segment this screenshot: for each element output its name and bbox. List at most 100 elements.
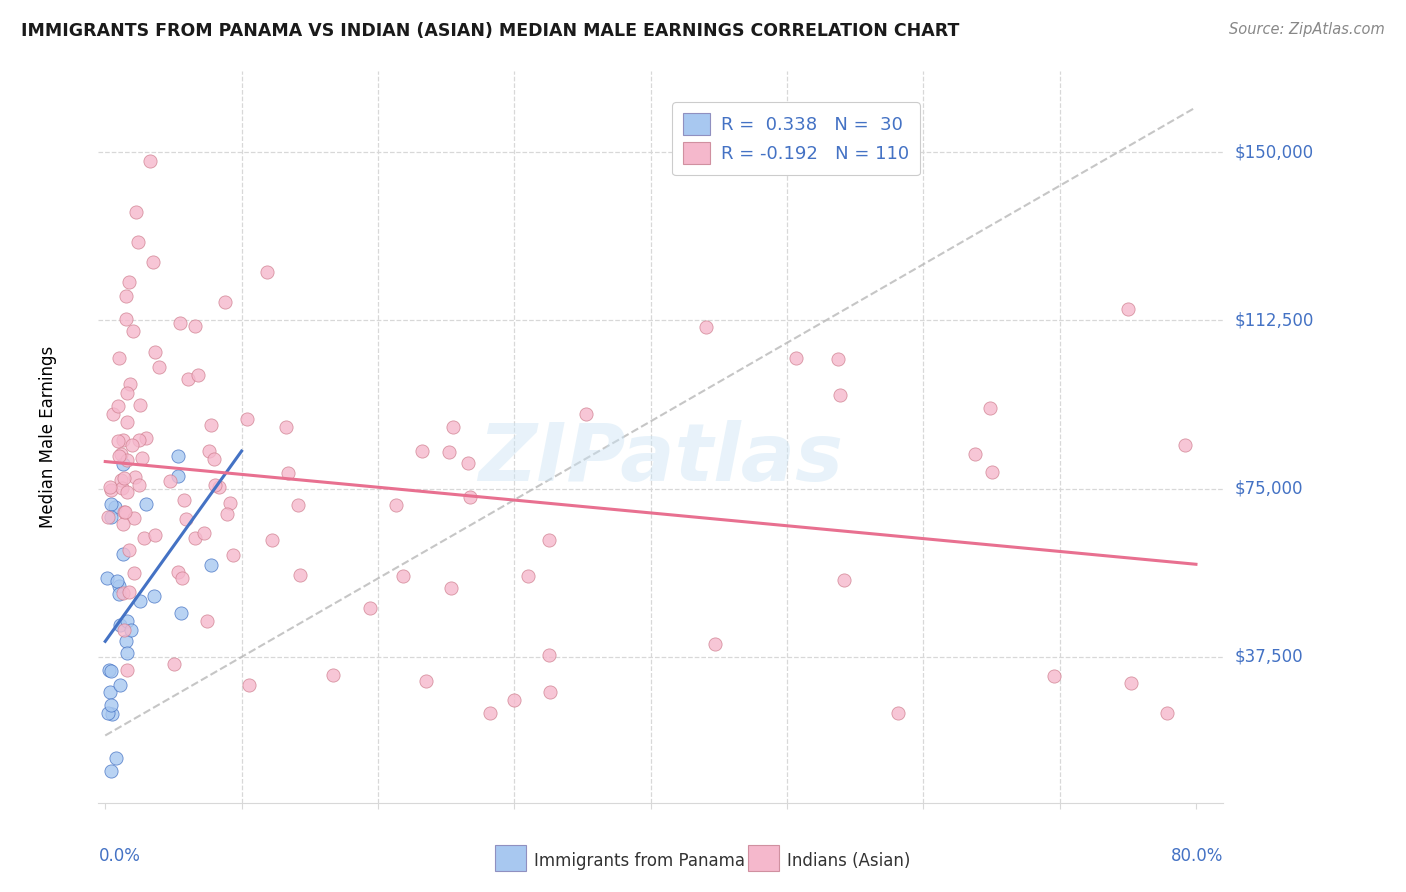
Point bbox=[517, 568, 540, 582]
Point bbox=[540, 685, 562, 699]
Point bbox=[96, 571, 118, 585]
Point bbox=[134, 531, 156, 545]
Point bbox=[287, 498, 309, 512]
Point bbox=[785, 351, 807, 366]
Point bbox=[97, 706, 120, 721]
Text: Indians (Asian): Indians (Asian) bbox=[787, 852, 911, 870]
Point bbox=[236, 411, 259, 425]
Point bbox=[415, 674, 437, 689]
Point bbox=[101, 707, 124, 722]
Point bbox=[1121, 676, 1143, 690]
Text: 80.0%: 80.0% bbox=[1171, 847, 1223, 864]
Point bbox=[262, 533, 284, 547]
Point bbox=[440, 581, 463, 595]
Point bbox=[979, 401, 1001, 416]
Text: 0.0%: 0.0% bbox=[98, 847, 141, 864]
Point bbox=[695, 319, 717, 334]
Point bbox=[166, 450, 188, 464]
Point bbox=[200, 558, 222, 572]
Point bbox=[111, 548, 134, 562]
Point bbox=[114, 289, 136, 303]
Point bbox=[125, 205, 148, 219]
Point bbox=[458, 491, 481, 505]
Point bbox=[110, 473, 132, 487]
Point bbox=[704, 637, 727, 651]
Point bbox=[129, 593, 152, 607]
Point bbox=[111, 481, 134, 495]
Text: $150,000: $150,000 bbox=[1234, 143, 1313, 161]
Point bbox=[202, 451, 225, 466]
Point bbox=[108, 351, 131, 365]
Point bbox=[238, 677, 260, 691]
Point bbox=[965, 447, 987, 461]
Point bbox=[538, 648, 561, 662]
Point bbox=[200, 418, 222, 433]
Text: Immigrants from Panama: Immigrants from Panama bbox=[534, 852, 745, 870]
Point bbox=[101, 407, 124, 421]
Point bbox=[111, 457, 134, 471]
Point bbox=[222, 548, 245, 562]
Point bbox=[148, 360, 170, 375]
Point bbox=[122, 511, 145, 525]
Point bbox=[108, 617, 131, 632]
Point bbox=[118, 585, 141, 599]
Point bbox=[215, 507, 238, 521]
Point bbox=[131, 450, 153, 465]
Point bbox=[128, 433, 150, 447]
Point bbox=[107, 434, 129, 448]
Point bbox=[98, 480, 121, 494]
Point bbox=[170, 571, 193, 585]
Point bbox=[112, 623, 135, 637]
Point bbox=[100, 665, 122, 679]
Point bbox=[98, 685, 121, 699]
Point bbox=[120, 624, 142, 638]
Point bbox=[142, 590, 165, 604]
Point bbox=[322, 667, 344, 681]
Point bbox=[163, 657, 186, 671]
Point bbox=[169, 316, 191, 330]
Point bbox=[173, 492, 195, 507]
Point bbox=[832, 573, 855, 587]
Point bbox=[159, 475, 181, 489]
Text: $37,500: $37,500 bbox=[1234, 648, 1303, 666]
Point bbox=[197, 444, 219, 458]
Point bbox=[115, 646, 138, 660]
Point bbox=[145, 344, 167, 359]
Point bbox=[277, 467, 299, 481]
Point bbox=[359, 601, 381, 615]
Point bbox=[115, 452, 138, 467]
Text: ZIPatlas: ZIPatlas bbox=[478, 420, 844, 498]
Point bbox=[100, 764, 122, 779]
Point bbox=[118, 275, 141, 289]
Point bbox=[100, 509, 122, 524]
Point bbox=[170, 606, 193, 620]
Point bbox=[184, 318, 207, 333]
Point bbox=[828, 388, 851, 402]
Point bbox=[98, 663, 121, 677]
Text: Source: ZipAtlas.com: Source: ZipAtlas.com bbox=[1229, 22, 1385, 37]
Point bbox=[537, 533, 560, 548]
Point bbox=[195, 615, 218, 629]
Point bbox=[135, 431, 157, 445]
Point bbox=[135, 497, 157, 511]
Point bbox=[122, 566, 145, 581]
Point bbox=[256, 265, 278, 279]
Point bbox=[166, 565, 188, 579]
Point bbox=[127, 235, 149, 249]
Point bbox=[276, 420, 298, 434]
Point bbox=[105, 574, 128, 588]
Legend: R =  0.338   N =  30, R = -0.192   N = 110: R = 0.338 N = 30, R = -0.192 N = 110 bbox=[672, 103, 920, 175]
Point bbox=[100, 483, 122, 497]
Text: $112,500: $112,500 bbox=[1234, 311, 1313, 329]
Point bbox=[110, 447, 132, 461]
Point bbox=[214, 295, 236, 310]
Point bbox=[1116, 302, 1139, 317]
Point bbox=[124, 470, 146, 484]
Point bbox=[142, 255, 165, 269]
Point bbox=[117, 415, 139, 429]
Point bbox=[457, 456, 479, 470]
Point bbox=[193, 526, 215, 541]
Point bbox=[177, 372, 200, 386]
Point bbox=[143, 528, 166, 542]
Point bbox=[441, 420, 464, 434]
